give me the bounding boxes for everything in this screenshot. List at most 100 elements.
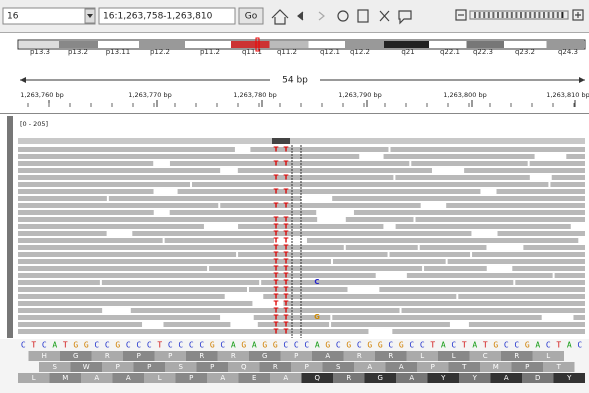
- base: A: [52, 341, 57, 350]
- read: [18, 210, 154, 215]
- base: C: [126, 341, 131, 350]
- base: T: [483, 341, 488, 350]
- read: [332, 196, 585, 201]
- amino-acid: A: [325, 352, 330, 360]
- amino-acid: A: [126, 374, 131, 382]
- zoom-tick[interactable]: [538, 12, 540, 18]
- cytoband: [345, 41, 384, 48]
- zoom-tick[interactable]: [515, 12, 517, 18]
- mismatch-base: T: [274, 174, 279, 182]
- read: [416, 217, 585, 222]
- zoom-tick[interactable]: [483, 12, 485, 18]
- cytoband: [270, 41, 309, 48]
- base: A: [567, 341, 572, 350]
- base: C: [336, 341, 341, 350]
- base: C: [283, 341, 288, 350]
- track-handle[interactable]: [7, 116, 13, 338]
- read: [448, 259, 585, 264]
- zoom-tick[interactable]: [561, 12, 563, 18]
- base: G: [115, 341, 120, 350]
- read: [170, 161, 409, 166]
- zoom-tick[interactable]: [552, 12, 554, 18]
- read: [333, 259, 446, 264]
- amino-acid: P: [168, 352, 172, 360]
- read: [18, 287, 247, 292]
- zoom-tick[interactable]: [506, 12, 508, 18]
- cytoband-label: p12.2: [150, 48, 170, 56]
- mismatch-base: T: [284, 174, 289, 182]
- amino-acid: R: [273, 363, 278, 371]
- ruler-tick-label: 1,263,770 bp: [128, 91, 171, 99]
- base: G: [525, 341, 530, 350]
- base: G: [73, 341, 78, 350]
- zoom-tick[interactable]: [479, 12, 481, 18]
- cytoband-label: p13.11: [106, 48, 130, 56]
- amino-acid: P: [147, 363, 151, 371]
- base: G: [210, 341, 215, 350]
- locus-value: 16:1,263,758-1,263,810: [103, 12, 213, 22]
- amino-acid: A: [504, 374, 509, 382]
- go-label: Go: [245, 12, 258, 22]
- base: G: [399, 341, 404, 350]
- zoom-tick[interactable]: [520, 12, 522, 18]
- zoom-tick[interactable]: [543, 12, 545, 18]
- read: [552, 175, 585, 180]
- base: G: [262, 341, 267, 350]
- cytoband-label: p11.2: [200, 48, 220, 56]
- base: T: [462, 341, 467, 350]
- coverage-range: [0 - 205]: [20, 120, 48, 128]
- zoom-tick[interactable]: [525, 12, 527, 18]
- read: [18, 266, 207, 271]
- base: G: [273, 341, 278, 350]
- cytoband-label: q24.3: [558, 48, 578, 56]
- read: [18, 182, 190, 187]
- cytoband-label: q11.2: [277, 48, 297, 56]
- base: C: [514, 341, 519, 350]
- zoom-tick[interactable]: [511, 12, 513, 18]
- read: [261, 280, 513, 285]
- read: [18, 329, 368, 334]
- read: [102, 280, 259, 285]
- read: [18, 301, 252, 306]
- base: T: [31, 341, 36, 350]
- base: C: [451, 341, 456, 350]
- base: C: [147, 341, 152, 350]
- read: [392, 329, 585, 334]
- base: A: [441, 341, 446, 350]
- zoom-tick[interactable]: [497, 12, 499, 18]
- amino-acid: R: [514, 352, 519, 360]
- amino-acid: E: [252, 374, 256, 382]
- read: [18, 224, 204, 229]
- mismatch-base: G: [314, 313, 320, 321]
- base: A: [472, 341, 477, 350]
- zoom-tick[interactable]: [502, 12, 504, 18]
- zoom-tick[interactable]: [474, 12, 476, 18]
- cytoband: [185, 41, 231, 48]
- zoom-tick[interactable]: [548, 12, 550, 18]
- base: A: [252, 341, 257, 350]
- amino-acid: R: [346, 374, 351, 382]
- read: [472, 252, 585, 257]
- cytoband-label: p13.3: [30, 48, 50, 56]
- read: [18, 147, 235, 152]
- base: C: [168, 341, 173, 350]
- amino-acid: R: [105, 352, 110, 360]
- zoom-tick[interactable]: [492, 12, 494, 18]
- zoom-tick[interactable]: [529, 12, 531, 18]
- read: [163, 322, 230, 327]
- base: T: [157, 341, 162, 350]
- read: [18, 168, 220, 173]
- read: [407, 273, 553, 278]
- zoom-tick[interactable]: [534, 12, 536, 18]
- base: C: [409, 341, 414, 350]
- base: C: [294, 341, 299, 350]
- base: C: [178, 341, 183, 350]
- read: [346, 245, 418, 250]
- zoom-tick[interactable]: [557, 12, 559, 18]
- zoom-tick[interactable]: [488, 12, 490, 18]
- mismatch-base: T: [284, 146, 289, 154]
- read: [249, 287, 347, 292]
- coverage-bar: [18, 138, 585, 144]
- read: [411, 161, 527, 166]
- read: [497, 189, 585, 194]
